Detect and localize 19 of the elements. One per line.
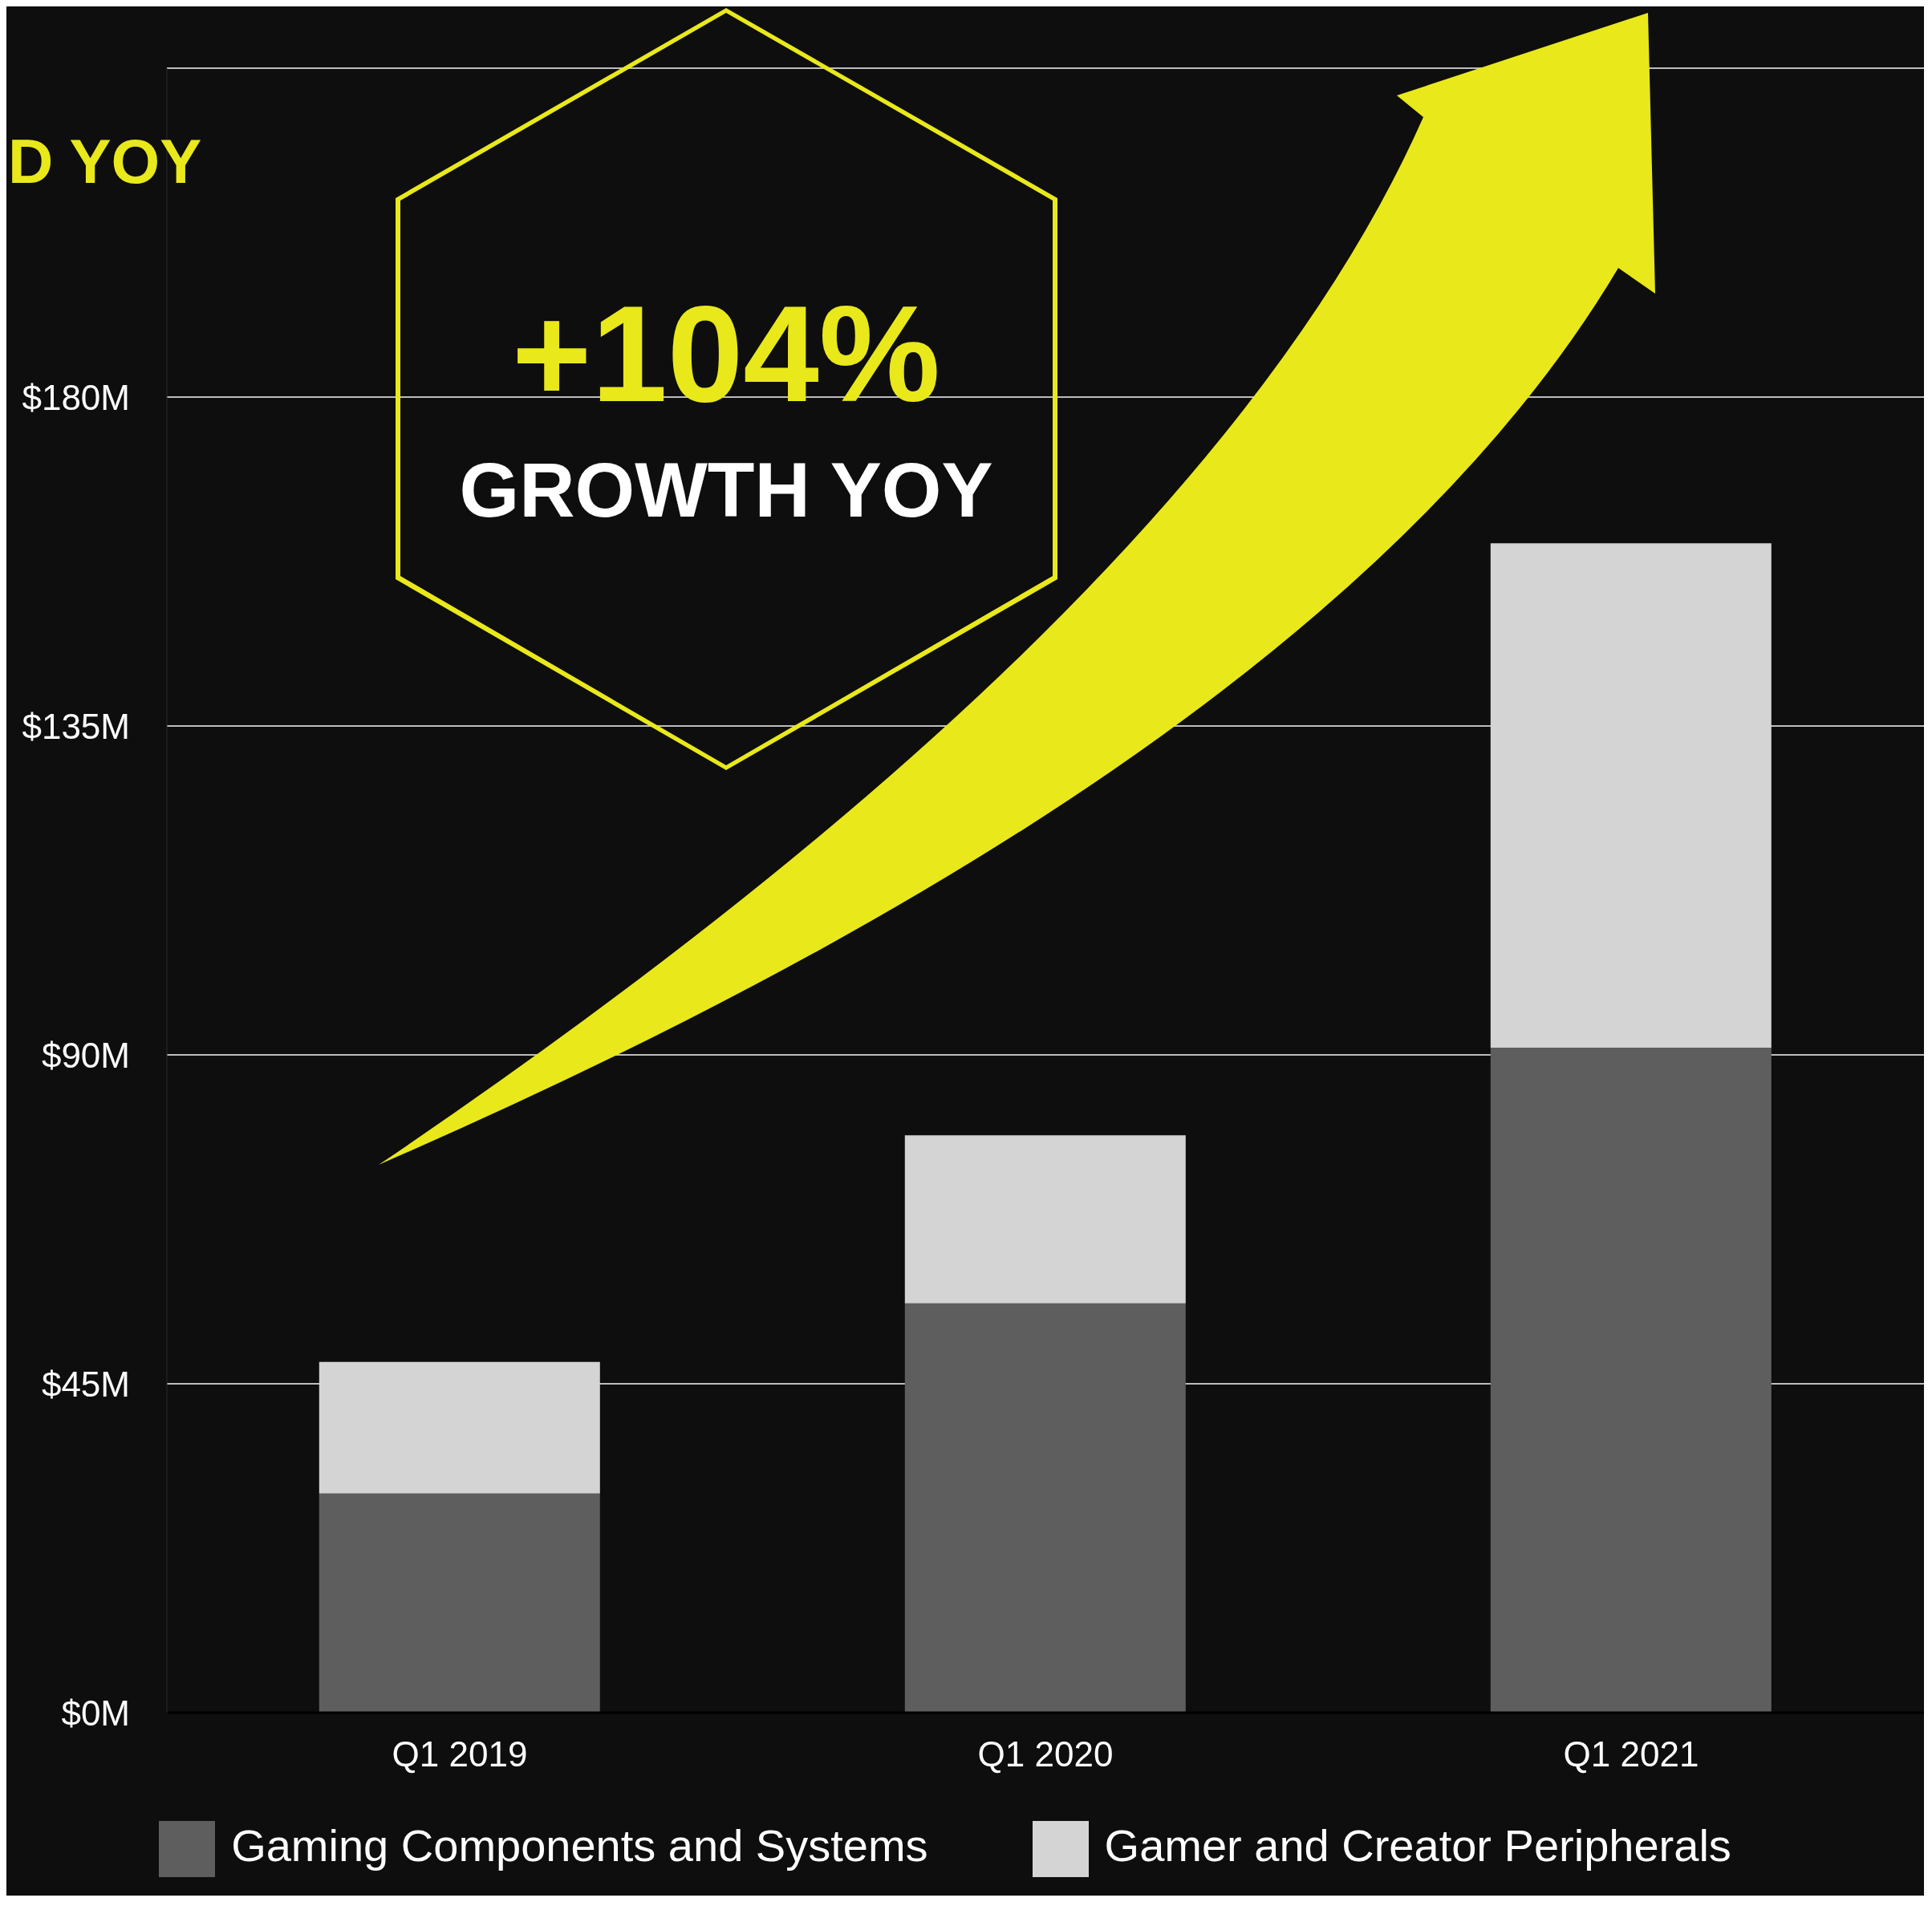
y-tick-label: $180M — [22, 377, 130, 417]
x-tick-label: Q1 2021 — [1563, 1734, 1699, 1774]
x-tick-label: Q1 2019 — [392, 1734, 528, 1774]
bar — [319, 1493, 600, 1713]
bar — [319, 1361, 600, 1494]
y-tick-label: $0M — [61, 1693, 130, 1733]
x-tick-label: Q1 2020 — [977, 1734, 1114, 1774]
y-tick-label: $45M — [41, 1364, 130, 1404]
y-tick-label: $90M — [41, 1035, 130, 1075]
annotation: GROWTH YOY — [459, 447, 993, 533]
annotation: +104% — [511, 278, 941, 430]
bar — [904, 1135, 1186, 1304]
y-tick-label: $135M — [22, 706, 130, 746]
annotation: D YOY — [8, 126, 202, 197]
bar — [1490, 543, 1772, 1048]
legend-label: Gaming Components and Systems — [231, 1820, 928, 1871]
legend-label: Gamer and Creator Peripherals — [1104, 1820, 1731, 1871]
bar — [1490, 1047, 1772, 1713]
bar — [904, 1303, 1186, 1713]
